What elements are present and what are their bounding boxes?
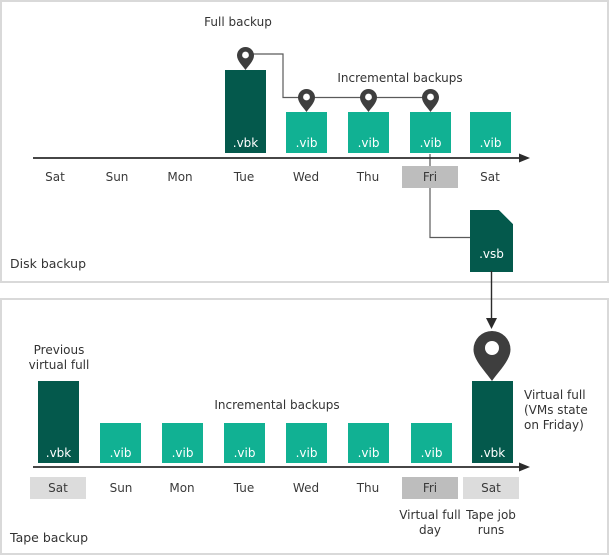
- tape-bar-vib-tue: .vib: [224, 423, 265, 463]
- tape-day-label-thu: Thu: [356, 481, 380, 495]
- bar-file-label: .vbk: [45, 446, 72, 460]
- disk-bar-vbk-tue: .vbk: [225, 70, 266, 153]
- virtual-full-note: Virtual full (VMs state on Friday): [524, 388, 588, 432]
- tape-bar-vib-fri: .vib: [411, 423, 452, 463]
- bar-file-label: .vbk: [232, 136, 259, 150]
- bar-file-label: .vib: [479, 136, 502, 150]
- disk-bar-vib-fri: .vib: [410, 112, 451, 153]
- tape-day-label-fri-highlighted: Fri: [402, 477, 458, 499]
- bar-file-label: .vib: [171, 446, 194, 460]
- tape-day-label-sat1-highlighted: Sat: [30, 477, 86, 499]
- tape-day-label-sun: Sun: [109, 481, 133, 495]
- bar-file-label: .vib: [419, 136, 442, 150]
- disk-day-label-fri-highlighted: Fri: [402, 166, 458, 188]
- tape-bar-vib-thu: .vib: [348, 423, 389, 463]
- vsb-file-label: .vsb: [479, 247, 504, 261]
- disk-bar-vib-wed: .vib: [286, 112, 327, 153]
- disk-day-label-sat1: Sat: [45, 170, 65, 184]
- tape-day-label-mon: Mon: [169, 481, 195, 495]
- tape-incremental-backups-label: Incremental backups: [214, 398, 340, 412]
- bar-file-label: .vbk: [479, 446, 506, 460]
- disk-bar-vib-sat: .vib: [470, 112, 511, 153]
- previous-virtual-full-label: Previous virtual full: [28, 343, 90, 372]
- disk-day-label-sun: Sun: [105, 170, 129, 184]
- disk-day-label-wed: Wed: [292, 170, 320, 184]
- bar-file-label: .vib: [357, 136, 380, 150]
- bar-file-label: .vib: [357, 446, 380, 460]
- virtual-full-day-label: Virtual full day: [399, 508, 461, 537]
- full-backup-label: Full backup: [204, 15, 272, 29]
- tape-bar-vib-wed: .vib: [286, 423, 327, 463]
- bar-file-label: .vib: [420, 446, 443, 460]
- disk-bar-vib-thu: .vib: [348, 112, 389, 153]
- bar-file-label: .vib: [295, 136, 318, 150]
- tape-bar-vbk-sat2: .vbk: [472, 381, 513, 463]
- tape-day-label-wed: Wed: [292, 481, 320, 495]
- disk-day-label-mon: Mon: [167, 170, 193, 184]
- tape-bar-vib-mon: .vib: [162, 423, 203, 463]
- bar-file-label: .vib: [233, 446, 256, 460]
- disk-incremental-backups-label: Incremental backups: [337, 71, 463, 85]
- tape-day-label-tue: Tue: [233, 481, 255, 495]
- disk-day-label-sat2: Sat: [480, 170, 500, 184]
- bar-file-label: .vib: [109, 446, 132, 460]
- tape-panel-label: Tape backup: [10, 530, 89, 545]
- tape-day-label-sat2-highlighted: Sat: [463, 477, 519, 499]
- disk-panel-label: Disk backup: [10, 256, 87, 271]
- bar-file-label: .vib: [295, 446, 318, 460]
- tape-bar-vbk-sat1: .vbk: [38, 381, 79, 463]
- disk-day-label-thu: Thu: [356, 170, 380, 184]
- disk-day-label-tue: Tue: [233, 170, 255, 184]
- tape-bar-vib-sun: .vib: [100, 423, 141, 463]
- tape-job-runs-label: Tape job runs: [466, 508, 516, 537]
